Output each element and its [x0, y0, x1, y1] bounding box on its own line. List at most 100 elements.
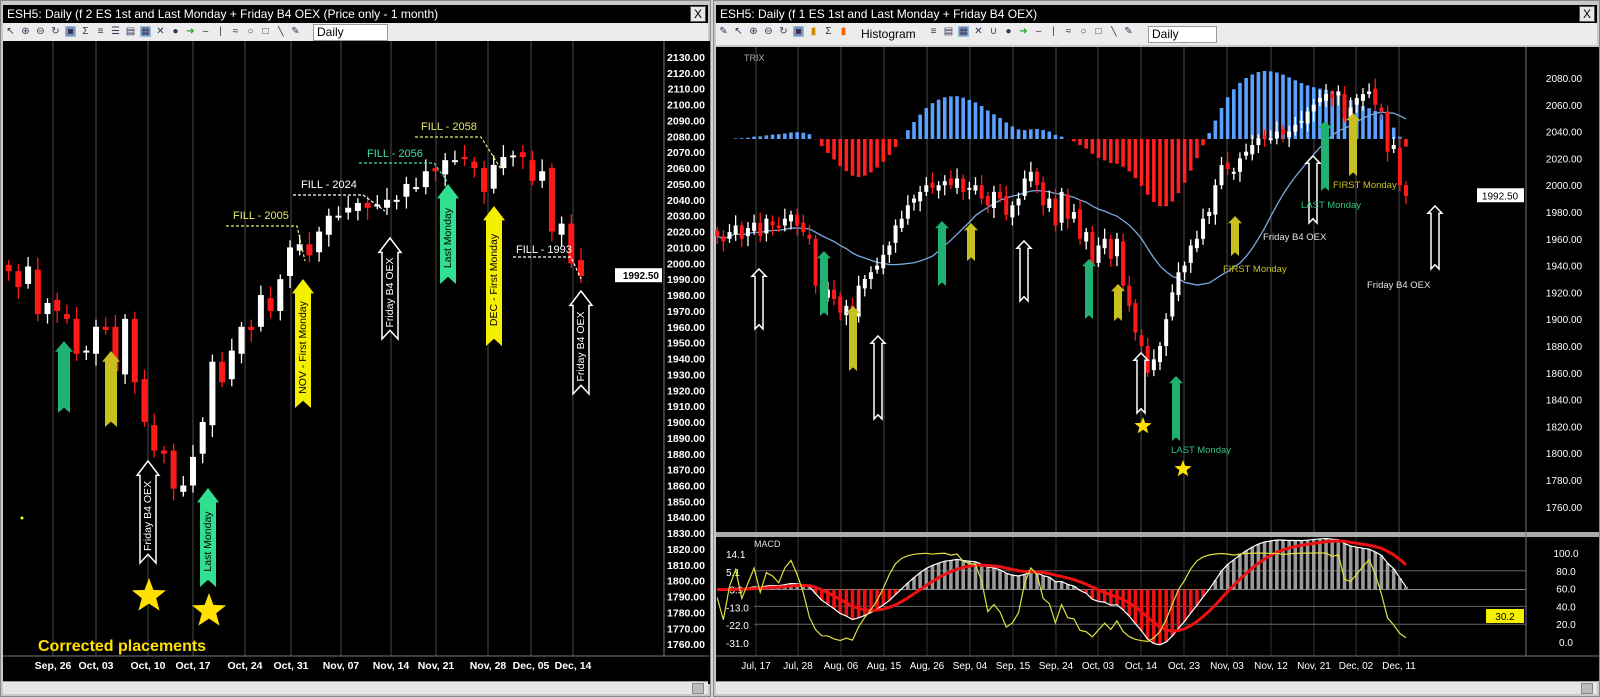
left-candle — [394, 200, 400, 202]
macd-histogram-bar — [955, 559, 959, 589]
trix-bar — [1244, 78, 1248, 139]
arrow-label: FIRST Monday — [1223, 264, 1287, 275]
trix-bar — [765, 135, 769, 139]
trix-bar — [875, 139, 879, 168]
right-candle — [1127, 286, 1131, 306]
y-tick-label: 1780.00 — [667, 607, 705, 619]
arrow-label: DEC - First Monday — [488, 233, 500, 326]
right-scroll-thumb[interactable] — [1581, 683, 1593, 694]
macd-y-tick: 14.1 — [726, 550, 746, 561]
macd-panel-background — [716, 537, 1599, 681]
right-candle — [1010, 205, 1014, 217]
right-price-chart[interactable]: 2080.002060.002040.002020.002000.001980.… — [714, 1, 1600, 698]
left-candle — [122, 319, 128, 375]
right-candle — [924, 185, 928, 192]
left-candle — [45, 303, 51, 314]
x-tick-label: Jul, 28 — [783, 661, 813, 672]
trix-bar — [1220, 108, 1224, 139]
right-horizontal-scrollbar[interactable] — [716, 681, 1597, 694]
left-candle — [190, 457, 196, 486]
trix-bar — [974, 102, 978, 139]
left-candle — [413, 187, 419, 189]
right-candle — [1164, 319, 1168, 346]
macd-histogram-bar — [1244, 551, 1248, 590]
right-candle — [1084, 232, 1088, 241]
trix-bar — [845, 139, 849, 171]
right-candle — [986, 196, 990, 205]
macd-histogram-bar — [1158, 590, 1162, 645]
right-candle — [764, 219, 768, 234]
x-tick-label: Oct, 10 — [130, 660, 165, 672]
left-candle — [219, 362, 225, 383]
right-candle — [1404, 185, 1408, 196]
right-candle — [1017, 199, 1021, 206]
caption-text: Corrected placements — [38, 638, 206, 655]
y-tick-label: 1880.00 — [667, 449, 705, 461]
macd-label: MACD — [754, 539, 781, 549]
left-price-chart[interactable]: 2130.002120.002110.002100.002090.002080.… — [1, 1, 712, 698]
trix-bar — [863, 139, 867, 176]
left-scroll-thumb[interactable] — [692, 683, 704, 694]
trix-bar — [998, 118, 1002, 139]
y-tick-label: 1840.00 — [1546, 396, 1583, 407]
left-candle — [54, 300, 60, 311]
price-tag: 1992.50 — [623, 271, 660, 282]
trix-bar — [931, 103, 935, 139]
trix-bar — [1164, 139, 1168, 206]
x-tick-label: Dec, 02 — [1339, 661, 1374, 672]
left-candle — [365, 203, 371, 208]
fill-label: FILL - 1993 — [516, 244, 572, 256]
stoch-tag: 30.2 — [1495, 612, 1515, 623]
right-candle — [1398, 148, 1402, 186]
trix-bar — [955, 96, 959, 139]
y-tick-label: 1900.00 — [667, 417, 705, 429]
trix-bar — [894, 139, 898, 147]
right-candle — [961, 179, 965, 192]
x-tick-label: Sep, 24 — [1039, 661, 1074, 672]
right-candle — [1238, 158, 1242, 171]
trix-bar — [746, 138, 750, 139]
x-tick-label: Nov, 03 — [1210, 661, 1244, 672]
right-candle — [814, 239, 818, 286]
trix-bar — [758, 136, 762, 139]
right-candle — [721, 236, 725, 241]
right-candle — [1355, 98, 1359, 105]
y-tick-label: 1940.00 — [667, 354, 705, 366]
right-candle — [1361, 94, 1365, 101]
trix-bar — [1041, 130, 1045, 139]
right-candle — [1306, 112, 1310, 124]
trix-bar — [881, 139, 885, 162]
right-candle — [832, 290, 836, 299]
trix-bar — [783, 134, 787, 139]
macd-histogram-bar — [1109, 590, 1113, 606]
macd-histogram-bar — [1386, 563, 1390, 589]
right-candle — [967, 188, 971, 190]
trix-bar — [740, 138, 744, 139]
macd-histogram-bar — [1263, 542, 1267, 590]
trix-bar — [1195, 139, 1199, 158]
trix-bar — [777, 134, 781, 139]
arrow-label: Last Monday — [442, 207, 454, 268]
left-candle — [539, 171, 545, 181]
trix-bar — [734, 138, 738, 139]
right-candle — [844, 306, 848, 315]
y-tick-label: 1760.00 — [1546, 503, 1583, 514]
left-candle — [6, 265, 12, 271]
trix-bar — [906, 130, 910, 139]
trix-bar — [1214, 121, 1218, 139]
left-horizontal-scrollbar[interactable] — [3, 681, 708, 694]
trix-bar — [808, 134, 812, 139]
trix-bar — [1127, 139, 1131, 171]
left-candle — [209, 362, 215, 425]
price-tag: 1992.50 — [1482, 191, 1519, 202]
x-tick-label: Oct, 17 — [175, 660, 210, 672]
arrow-label: Friday B4 OEX — [142, 481, 154, 551]
left-candle — [25, 266, 31, 283]
right-candle — [1269, 138, 1273, 140]
y-tick-label: 1860.00 — [667, 480, 705, 492]
trix-bar — [918, 115, 922, 139]
y-tick-label: 1840.00 — [667, 512, 705, 524]
arrow-label: Friday B4 OEX — [1367, 280, 1431, 291]
macd-histogram-bar — [1226, 564, 1230, 589]
macd-histogram-bar — [1048, 577, 1052, 589]
